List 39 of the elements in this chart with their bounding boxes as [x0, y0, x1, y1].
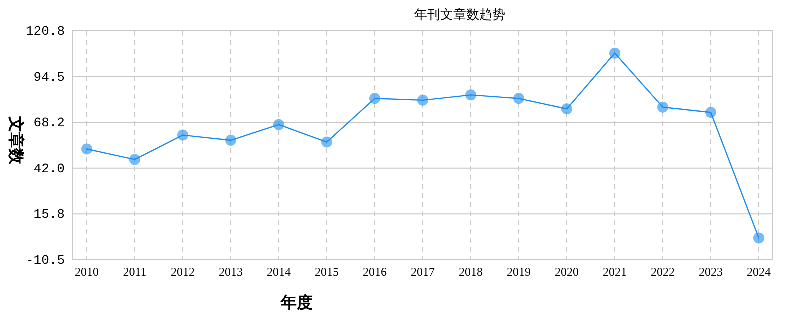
point	[370, 93, 380, 104]
y-tick-label: 68.2	[34, 116, 65, 131]
x-tick-label: 2021	[603, 265, 627, 279]
point	[706, 107, 716, 118]
x-tick-label: 2024	[747, 265, 771, 279]
y-axis-title: 文章数	[7, 116, 26, 166]
x-tick-label: 2010	[75, 265, 99, 279]
x-tick-label: 2014	[267, 265, 291, 279]
y-tick-label: 42.0	[34, 161, 65, 176]
y-tick-label: 15.8	[34, 207, 65, 222]
point	[658, 102, 668, 113]
x-tick-label: 2011	[123, 265, 147, 279]
x-tick-label: 2019	[507, 265, 531, 279]
x-tick-label: 2022	[651, 265, 675, 279]
point	[514, 93, 524, 104]
point	[466, 90, 476, 101]
x-tick-label: 2015	[315, 265, 339, 279]
y-tick-label: 94.5	[34, 70, 65, 85]
x-axis-title: 年度	[280, 293, 313, 312]
point	[226, 135, 236, 146]
point	[322, 136, 332, 148]
x-tick-label: 2023	[699, 265, 723, 279]
x-tick-label: 2020	[555, 265, 579, 279]
y-tick-label: -10.5	[26, 253, 65, 268]
point	[754, 232, 764, 244]
point	[178, 130, 188, 141]
point	[130, 154, 140, 166]
y-tick-label: 120.8	[26, 24, 65, 39]
point	[610, 48, 620, 59]
chart-title: 年刊文章数趋势	[414, 8, 506, 23]
point	[418, 94, 428, 106]
point	[562, 104, 572, 115]
x-tick-label: 2013	[219, 265, 243, 279]
point	[82, 144, 92, 155]
x-tick-label: 2017	[411, 265, 435, 279]
x-tick-label: 2018	[459, 265, 483, 279]
point	[274, 119, 284, 130]
x-tick-label: 2012	[171, 265, 195, 279]
x-tick-label: 2016	[363, 265, 387, 279]
